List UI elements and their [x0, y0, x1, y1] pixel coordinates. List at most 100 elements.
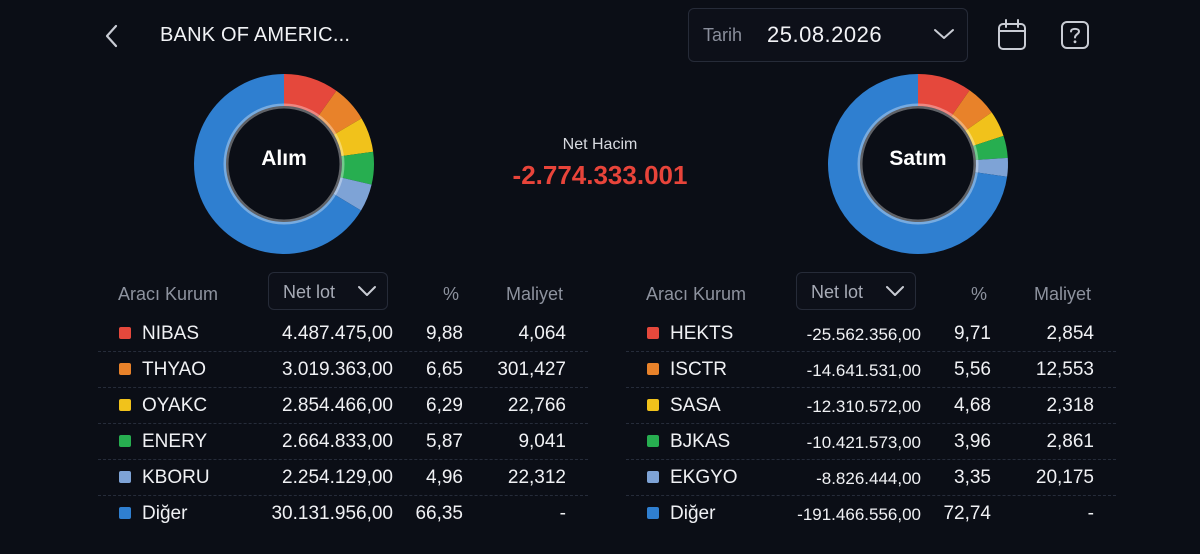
net-lot: 2.854.466,00 [282, 395, 393, 416]
broker-name: ENERY [142, 431, 208, 452]
percent: 5,56 [954, 359, 991, 380]
legend-swatch [647, 327, 659, 339]
net-lot: -10.421.573,00 [806, 433, 921, 452]
legend-swatch [119, 471, 131, 483]
table-row[interactable]: HEKTS -25.562.356,00 9,71 2,854 [626, 316, 1116, 352]
cost: - [1087, 503, 1094, 524]
table-row[interactable]: EKGYO -8.826.444,00 3,35 20,175 [626, 460, 1116, 496]
sell-donut-chart: Satım [827, 73, 1009, 255]
legend-swatch [647, 471, 659, 483]
percent: 4,96 [426, 467, 463, 488]
broker-name: HEKTS [670, 323, 734, 344]
sell-donut-hole [863, 109, 973, 219]
broker-name: ISCTR [670, 359, 727, 380]
legend-swatch [647, 399, 659, 411]
percent: 6,65 [426, 359, 463, 380]
sell-donut-slice-2 [965, 112, 1004, 146]
buy-donut-slice-5 [194, 74, 362, 254]
broker-name: SASA [670, 395, 721, 416]
chevron-left-icon [105, 24, 118, 48]
sell-donut-inner-ring [857, 103, 979, 225]
legend-swatch [119, 399, 131, 411]
table-row[interactable]: ISCTR -14.641.531,00 5,56 12,553 [626, 352, 1116, 388]
percent: 9,88 [426, 323, 463, 344]
help-button[interactable] [1060, 20, 1090, 55]
buy-donut-slice-4 [333, 177, 372, 211]
sell-rows: HEKTS -25.562.356,00 9,71 2,854 ISCTR -14.64… [626, 316, 1116, 531]
table-row[interactable]: ENERY 2.664.833,00 5,87 9,041 [98, 424, 588, 460]
percent: 3,96 [954, 431, 991, 452]
buy-donut-slice-2 [333, 118, 374, 157]
chevron-down-icon [886, 286, 904, 296]
chevron-down-icon [358, 286, 376, 296]
net-lot: 2.254.129,00 [282, 467, 393, 488]
net-lot: -25.562.356,00 [806, 325, 921, 344]
buy-table: Aracı Kurum Net lot % Maliyet NIBAS 4.487… [98, 270, 588, 531]
sell-table-header: Aracı Kurum Net lot % Maliyet [626, 270, 1116, 316]
cost: 9,041 [518, 431, 566, 452]
table-row[interactable]: SASA -12.310.572,00 4,68 2,318 [626, 388, 1116, 424]
legend-swatch [647, 507, 659, 519]
broker-name: BJKAS [670, 431, 731, 452]
buy-donut-slice-3 [340, 151, 374, 185]
net-lot: 30.131.956,00 [271, 503, 393, 524]
buy-metric-select[interactable]: Net lot [268, 272, 388, 310]
cost: 2,854 [1046, 323, 1094, 344]
cost: 12,553 [1035, 359, 1094, 380]
legend-swatch [119, 507, 131, 519]
buy-donut [194, 74, 374, 254]
cost: 2,861 [1046, 431, 1094, 452]
sell-donut-label: Satım [889, 147, 947, 170]
sell-metric-select[interactable]: Net lot [796, 272, 916, 310]
buy-donut-hole [229, 109, 339, 219]
legend-swatch [119, 363, 131, 375]
legend-swatch [647, 363, 659, 375]
table-row[interactable]: OYAKC 2.854.466,00 6,29 22,766 [98, 388, 588, 424]
date-selector[interactable]: Tarih 25.08.2026 [688, 8, 968, 62]
sell-donut [828, 74, 1008, 254]
column-header-percent: % [971, 284, 988, 304]
broker-name: EKGYO [670, 467, 738, 488]
buy-donut-inner-ring [223, 103, 345, 225]
table-row[interactable]: THYAO 3.019.363,00 6,65 301,427 [98, 352, 588, 388]
cost: - [559, 503, 566, 524]
table-row[interactable]: BJKAS -10.421.573,00 3,96 2,861 [626, 424, 1116, 460]
sell-donut-slice-4 [975, 157, 1008, 177]
table-row[interactable]: NIBAS 4.487.475,00 9,88 4,064 [98, 316, 588, 352]
cost: 22,766 [507, 395, 566, 416]
buy-donut-chart: Alım [193, 73, 375, 255]
broker-name: Diğer [142, 503, 188, 524]
sell-donut-slice-3 [973, 135, 1008, 161]
sell-table: Aracı Kurum Net lot % Maliyet HEKTS -25.5… [626, 270, 1116, 531]
percent: 72,74 [943, 503, 991, 524]
table-row[interactable]: Diğer -191.466.556,00 72,74 - [626, 496, 1116, 531]
date-value: 25.08.2026 [767, 22, 883, 47]
buy-table-header: Aracı Kurum Net lot % Maliyet [98, 270, 588, 316]
net-lot: 3.019.363,00 [282, 359, 393, 380]
buy-metric-select-label: Net lot [283, 282, 336, 302]
column-header-broker: Aracı Kurum [646, 284, 747, 304]
cost: 20,175 [1035, 467, 1094, 488]
percent: 6,29 [426, 395, 463, 416]
table-row[interactable]: Diğer 30.131.956,00 66,35 - [98, 496, 588, 531]
net-volume-value: -2.774.333.001 [512, 160, 688, 190]
sell-donut-slice-5 [828, 74, 1008, 254]
percent: 3,35 [954, 467, 991, 488]
calendar-button[interactable] [996, 18, 1028, 57]
buy-donut-slice-1 [317, 90, 362, 135]
broker-name: THYAO [142, 359, 207, 380]
percent: 4,68 [954, 395, 991, 416]
percent: 5,87 [426, 431, 463, 452]
legend-swatch [119, 435, 131, 447]
chevron-down-icon [934, 29, 954, 39]
percent: 9,71 [954, 323, 991, 344]
broker-name: Diğer [670, 503, 716, 524]
help-icon [1061, 21, 1089, 49]
date-label: Tarih [703, 25, 743, 45]
table-row[interactable]: KBORU 2.254.129,00 4,96 22,312 [98, 460, 588, 496]
cost: 301,427 [497, 359, 566, 380]
back-button[interactable] [100, 22, 124, 50]
page-title: BANK OF AMERIC... [160, 24, 351, 46]
legend-swatch [647, 435, 659, 447]
net-lot: -12.310.572,00 [806, 397, 921, 416]
